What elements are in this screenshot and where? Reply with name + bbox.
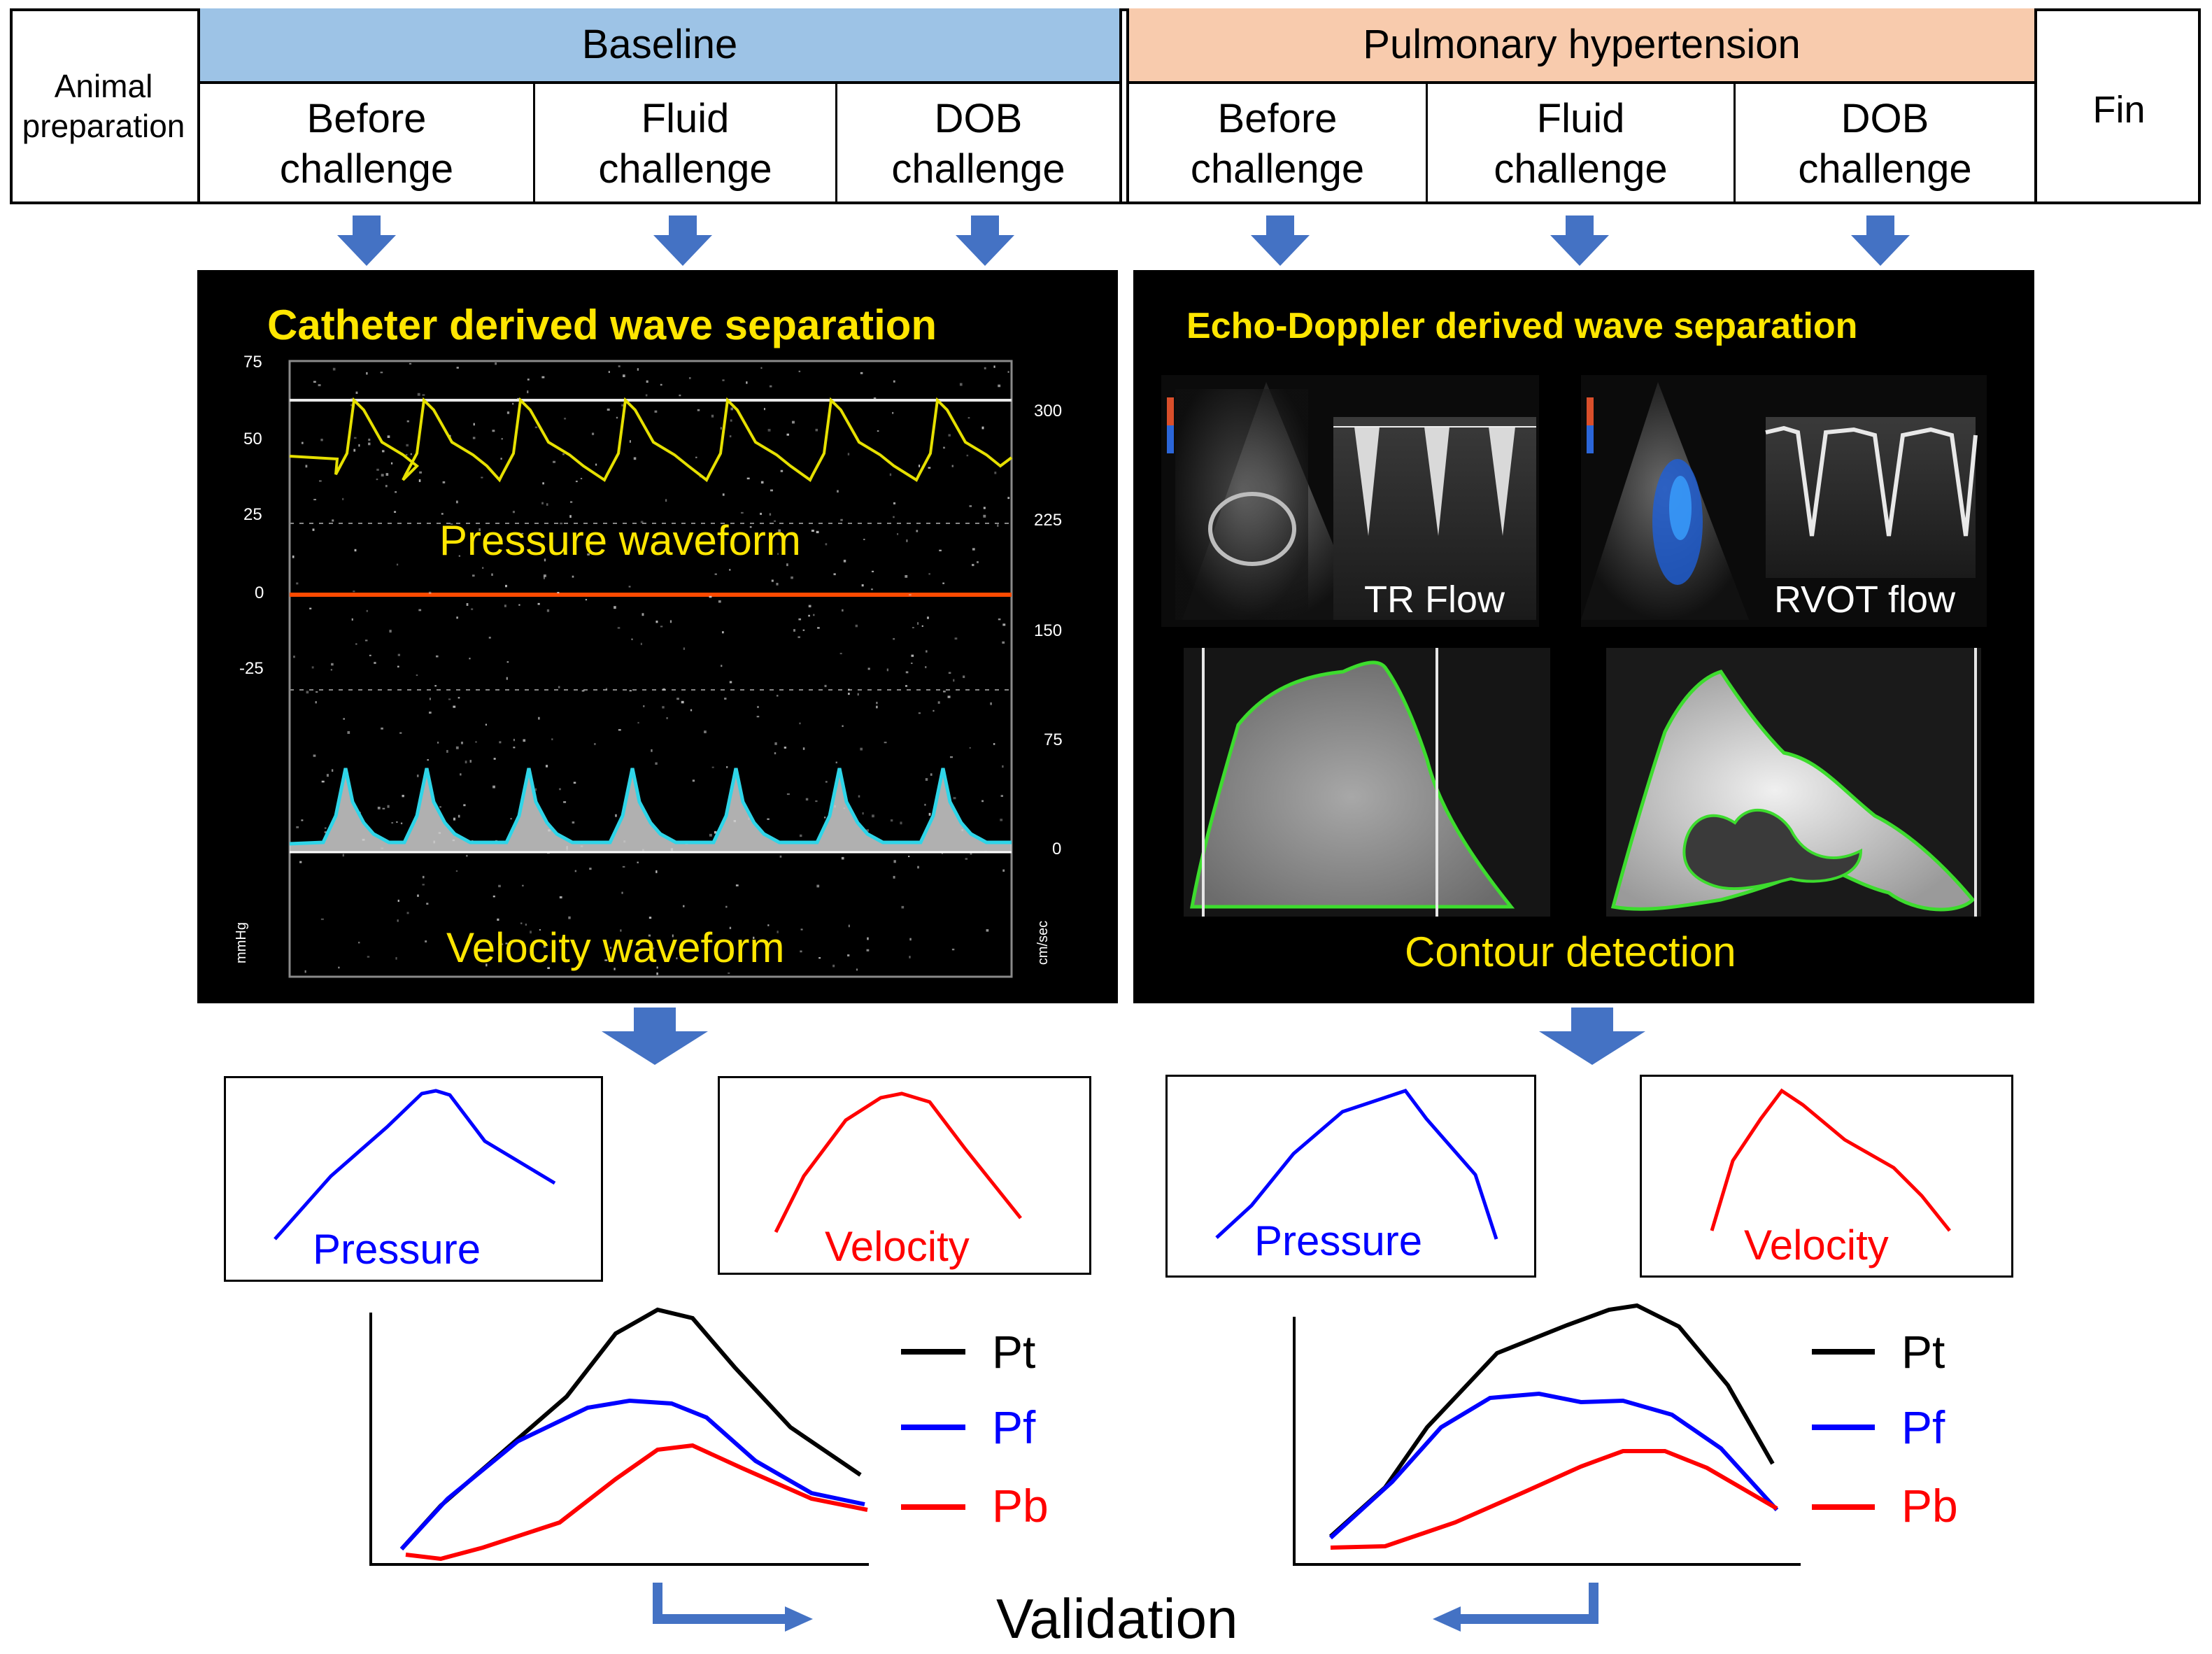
validation-label: Validation [996, 1588, 1238, 1650]
stage-label: Fluid challenge [598, 95, 772, 192]
pressure-waveform-label: Pressure waveform [439, 517, 801, 564]
pressure-curve [274, 1089, 556, 1240]
catheter-pressure-box: Pressure [224, 1076, 603, 1282]
legend-pb-label: Pb [1901, 1480, 1958, 1532]
stage-label: DOB challenge [1798, 95, 1972, 192]
catheter-waveform-plot [288, 360, 1013, 978]
pressure-curve [1215, 1089, 1498, 1240]
legend-pt-label: Pt [992, 1326, 1036, 1378]
legend-pt-label: Pt [1901, 1326, 1945, 1378]
velocity-curve [774, 1091, 1022, 1234]
left-tick: -25 [239, 659, 264, 678]
stage-label: DOB challenge [891, 95, 1065, 192]
right-tick: 0 [1052, 840, 1062, 858]
left-pb-line [405, 1443, 868, 1562]
velocity-label: Velocity [825, 1223, 970, 1270]
catheter-velocity-box: Velocity [718, 1076, 1091, 1275]
tr-contour-image [1184, 648, 1550, 917]
right-tick: 300 [1034, 402, 1063, 420]
echo-velocity-box: Velocity [1640, 1075, 2013, 1278]
animal-preparation-cell: Animal preparation [10, 8, 200, 204]
fin-label: Fin [2092, 89, 2146, 131]
right-arrow-icon [653, 1583, 813, 1632]
echo-pressure-box: Pressure [1165, 1075, 1536, 1278]
rvot-contour-image [1606, 648, 1981, 917]
left-tick: 50 [243, 430, 262, 448]
velocity-waveform-label: Velocity waveform [446, 924, 785, 971]
ph-label: Pulmonary hypertension [1363, 21, 1801, 67]
echo-panel: Echo-Doppler derived wave separation [1133, 270, 2034, 1003]
baseline-fluid-challenge: Fluid challenge [533, 84, 835, 204]
stage-label: Before challenge [1190, 95, 1365, 192]
ph-before-challenge: Before challenge [1129, 84, 1426, 204]
rvot-echo-image [1581, 375, 1987, 627]
stage-label: Before challenge [279, 95, 454, 192]
left-tick: 0 [255, 584, 264, 602]
baseline-dob-challenge: DOB challenge [835, 84, 1119, 204]
baseline-header: Baseline [200, 8, 1119, 84]
stage-label: Fluid challenge [1494, 95, 1668, 192]
left-pt-line [399, 1307, 862, 1551]
legend-pf-label: Pf [992, 1401, 1036, 1453]
rvot-flow-label: RVOT flow [1774, 579, 1956, 621]
section-divider [1119, 8, 1129, 204]
legend-pb-label: Pb [992, 1480, 1049, 1532]
right-pt-line [1328, 1303, 1775, 1539]
left-tick: 75 [243, 353, 262, 372]
echo-panel-title: Echo-Doppler derived wave separation [1186, 306, 1858, 346]
pressure-label: Pressure [313, 1226, 481, 1273]
pressure-label: Pressure [1254, 1217, 1423, 1264]
left-pf-line [399, 1398, 865, 1551]
baseline-before-challenge: Before challenge [200, 84, 533, 204]
pulmonary-hypertension-header: Pulmonary hypertension [1129, 8, 2034, 84]
ph-dob-challenge: DOB challenge [1734, 84, 2034, 204]
catheter-panel-title: Catheter derived wave separation [267, 302, 937, 348]
echo-images [1161, 375, 1987, 917]
ph-fluid-challenge: Fluid challenge [1426, 84, 1734, 204]
left-axes [369, 1313, 869, 1566]
right-tick: 225 [1034, 511, 1063, 530]
velocity-curve [1710, 1088, 1951, 1232]
fin-cell: Fin [2034, 8, 2201, 204]
animal-preparation-label: Animal preparation [22, 67, 185, 145]
right-tick: 150 [1034, 621, 1063, 640]
tr-flow-label: TR Flow [1364, 579, 1505, 621]
right-tick: 75 [1044, 730, 1063, 749]
tr-echo-image [1161, 375, 1539, 627]
legend-pf-label: Pf [1901, 1401, 1945, 1453]
catheter-panel: Catheter derived wave separation 75 50 2… [197, 270, 1118, 1003]
right-pb-line [1330, 1449, 1778, 1550]
right-pf-line [1328, 1391, 1779, 1540]
contour-detection-label: Contour detection [1405, 928, 1736, 975]
baseline-label: Baseline [581, 21, 738, 67]
left-tick: 25 [243, 505, 262, 524]
right-axes [1293, 1317, 1801, 1566]
velocity-label: Velocity [1744, 1222, 1889, 1268]
left-arrow-icon [1433, 1583, 1598, 1632]
